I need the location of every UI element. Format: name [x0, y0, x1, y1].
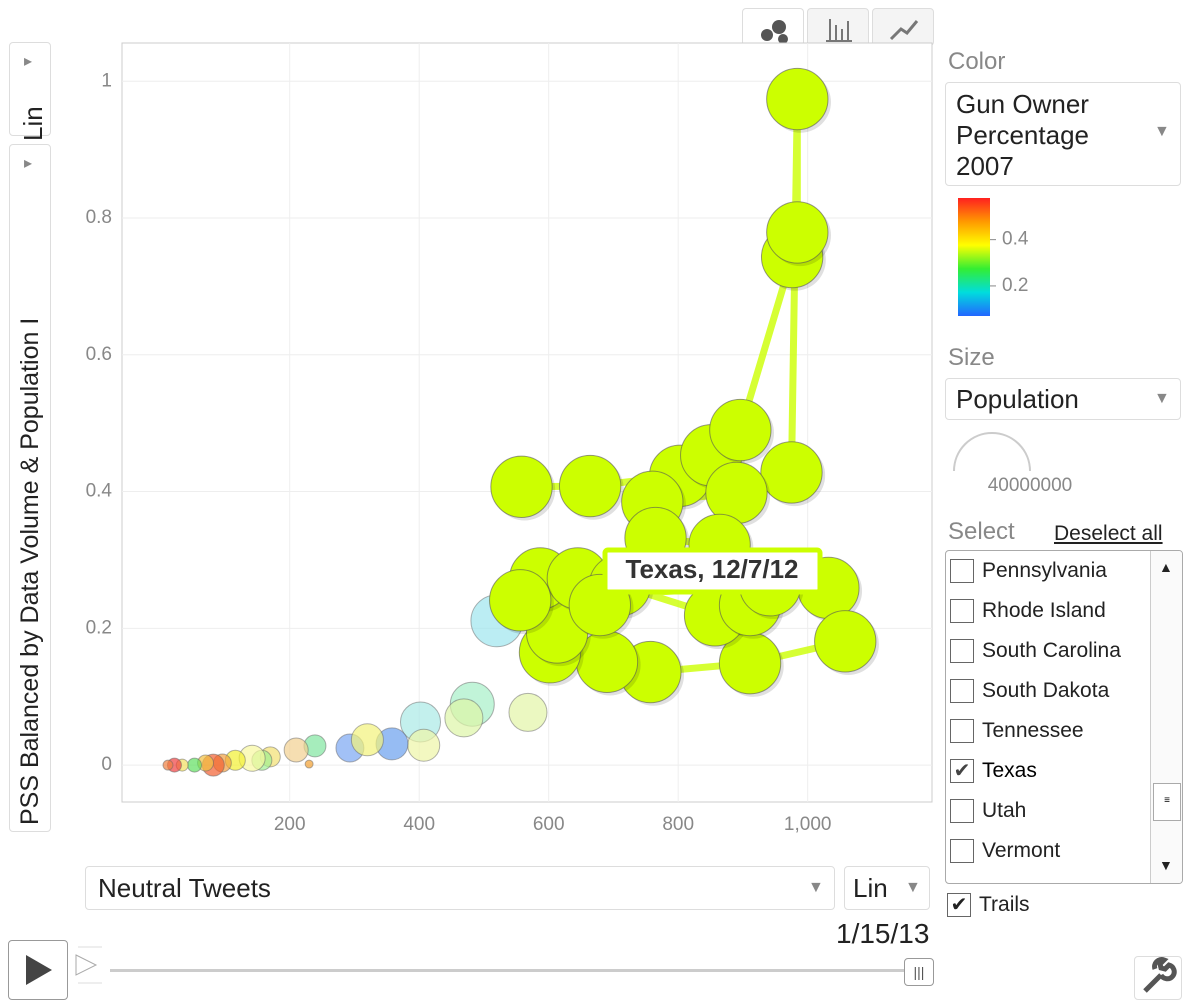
- bubble: [350, 723, 384, 757]
- y-option-select[interactable]: PSS Balanced by Data Volume & Population…: [9, 144, 51, 832]
- speed-control[interactable]: [72, 945, 112, 990]
- tooltip-text: Texas, 12/7/12: [626, 554, 799, 584]
- y-tick-label: 1: [101, 70, 112, 91]
- play-button[interactable]: [8, 940, 68, 1000]
- trail-bubble: [760, 441, 823, 504]
- select-label: Select: [948, 518, 1015, 545]
- line-tab[interactable]: [872, 8, 934, 46]
- trail-bubble: [709, 398, 772, 462]
- state-list: Pennsylvania Rhode Island South Carolina So…: [945, 550, 1183, 884]
- trail-bubble: [814, 610, 877, 673]
- timeline-track: [110, 969, 920, 972]
- state-row[interactable]: Vermont: [946, 831, 1150, 871]
- bubble: [508, 692, 548, 732]
- trail-bubble: [489, 569, 552, 632]
- color-bar: [958, 198, 990, 316]
- trails-toggle[interactable]: ✔ Trails: [943, 885, 1030, 925]
- state-row[interactable]: Tennessee: [946, 711, 1150, 751]
- y-tick-label: 0.2: [86, 617, 112, 638]
- bubble: [187, 757, 203, 773]
- bubble: [407, 728, 441, 762]
- x-tick-label: 1,000: [784, 814, 832, 835]
- checkbox: [950, 639, 974, 663]
- checkbox: [950, 679, 974, 703]
- x-tick-label: 400: [403, 814, 435, 835]
- state-name: Pennsylvania: [982, 559, 1107, 582]
- state-name: Texas: [982, 759, 1037, 782]
- x-tick-label: 600: [533, 814, 565, 835]
- state-row[interactable]: Rhode Island: [946, 591, 1150, 631]
- color-tick-label: 0.4: [1002, 229, 1029, 250]
- state-name: Vermont: [982, 839, 1061, 862]
- state-row[interactable]: Pennsylvania: [946, 551, 1150, 591]
- plot-area: [121, 42, 933, 803]
- bubble: [304, 759, 314, 769]
- state-row[interactable]: ✔ Texas: [946, 751, 1150, 791]
- x-option-select[interactable]: Neutral Tweets ▼: [85, 866, 835, 910]
- bubble: [283, 737, 309, 763]
- y-scale-select[interactable]: Lin ▸: [9, 42, 51, 141]
- checkbox: ✔: [947, 893, 971, 917]
- checkbox: [950, 559, 974, 583]
- checkbox: [950, 599, 974, 623]
- y-tick-label: 0: [101, 754, 112, 775]
- color-option: Gun Owner Percentage 2007: [956, 89, 1089, 181]
- timeline-handle[interactable]: |||: [904, 958, 934, 986]
- state-name: South Dakota: [982, 679, 1110, 702]
- checkbox: ✔: [950, 759, 974, 783]
- state-row[interactable]: Utah: [946, 791, 1150, 831]
- x-scale-select[interactable]: Lin ▼: [844, 866, 930, 910]
- bubble: [162, 759, 174, 771]
- trails-label: Trails: [979, 893, 1030, 916]
- chart: 0 0.2 0.4 0.6 0.8 1 200 400 600 800 1,000 Texas, 12…: [86, 42, 933, 835]
- trail-bubble: [766, 201, 829, 264]
- deselect-all[interactable]: Deselect all: [1054, 522, 1163, 545]
- x-scale: Lin: [853, 873, 888, 903]
- bubble: [444, 698, 484, 738]
- state-name: Rhode Island: [982, 599, 1106, 622]
- x-tick-label: 800: [662, 814, 694, 835]
- state-name: Tennessee: [982, 719, 1084, 742]
- state-row[interactable]: South Carolina: [946, 631, 1150, 671]
- y-tick-label: 0.8: [86, 207, 112, 228]
- color-select[interactable]: Gun Owner Percentage 2007 ▼: [945, 82, 1181, 186]
- size-option: Population: [956, 384, 1079, 414]
- size-legend-circle: [953, 432, 1031, 472]
- state-row[interactable]: South Dakota: [946, 671, 1150, 711]
- trail-bubble: [558, 454, 622, 518]
- size-label: Size: [948, 344, 995, 371]
- x-option: Neutral Tweets: [98, 873, 271, 903]
- date-label: 1/15/13: [836, 918, 930, 949]
- size-legend-label: 40000000: [988, 475, 1073, 496]
- bubble-tab[interactable]: [742, 8, 804, 46]
- y-tick-label: 0.4: [86, 481, 113, 502]
- scrollbar[interactable]: ▲ ≡ ▼: [1150, 551, 1182, 883]
- settings-button[interactable]: [1134, 956, 1182, 1000]
- tooltip: [602, 547, 823, 595]
- trail-bubble: [766, 67, 829, 131]
- checkbox: [950, 839, 974, 863]
- state-name: South Carolina: [982, 639, 1121, 662]
- y-tick-label: 0.6: [86, 344, 112, 365]
- color-legend: 0.2 0.4: [958, 198, 1029, 316]
- color-label: Color: [948, 48, 1006, 75]
- checkbox: [950, 799, 974, 823]
- x-tick-label: 200: [274, 814, 306, 835]
- size-select[interactable]: Population ▼: [945, 378, 1181, 420]
- trail-bubble: [490, 455, 553, 518]
- size-legend: 40000000: [953, 432, 1073, 496]
- color-tick-label: 0.2: [1002, 275, 1028, 296]
- state-name: Utah: [982, 799, 1027, 822]
- checkbox: [950, 719, 974, 743]
